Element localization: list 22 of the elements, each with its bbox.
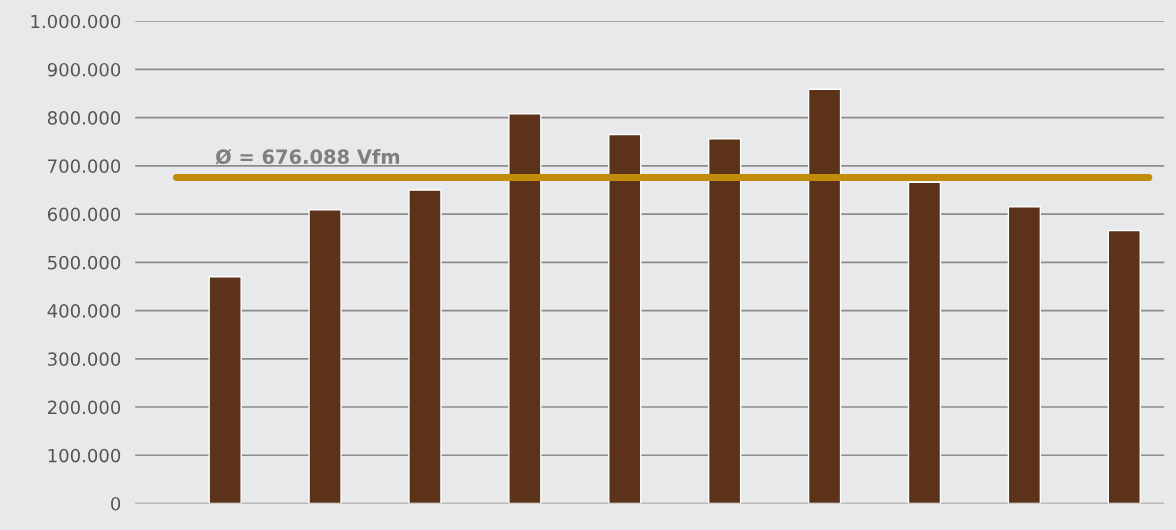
bar (1107, 229, 1141, 504)
y-tick-label: 300.000 (48, 352, 121, 366)
y-tick-label: 1.000.000 (31, 14, 121, 29)
y-tick-label: 0 (111, 496, 121, 511)
bar (408, 189, 442, 504)
bar (907, 181, 942, 504)
ref-line-label: Ø = 676.088 Vfm (215, 148, 400, 165)
y-tick-label: 500.000 (48, 255, 121, 270)
bar (308, 209, 342, 504)
y-tick-label: 700.000 (48, 159, 121, 174)
bar (208, 276, 242, 504)
bar (1007, 206, 1042, 504)
y-tick-label: 400.000 (47, 304, 121, 318)
y-tick-label: 800.000 (47, 111, 121, 125)
y-tick-label: 900.000 (47, 62, 121, 77)
bar (807, 88, 842, 504)
y-tick-label: 100.000 (48, 448, 121, 463)
bar (508, 113, 542, 504)
bar (608, 133, 642, 504)
bar (707, 138, 742, 504)
y-tick-label: 200.000 (48, 400, 121, 415)
y-tick-label: 600.000 (47, 207, 121, 222)
